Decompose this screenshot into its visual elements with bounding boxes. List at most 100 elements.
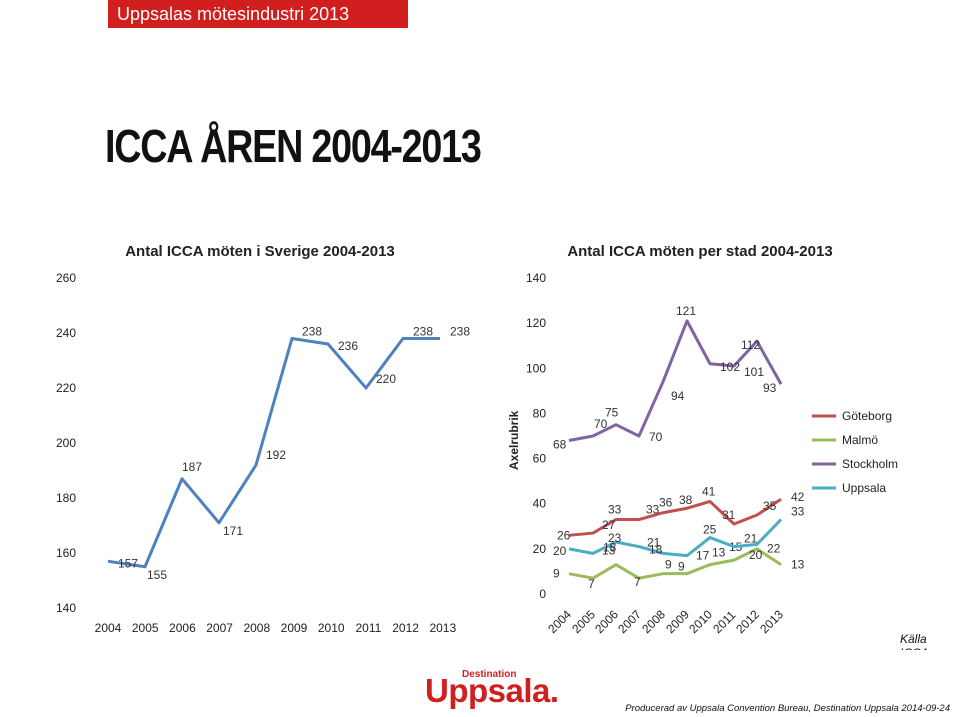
chart2-x-tick: 2006 <box>592 607 621 636</box>
chart2-data-label: 27 <box>602 518 616 532</box>
chart2-x-tick: 2010 <box>686 607 715 636</box>
chart1-data-label: 220 <box>376 372 396 386</box>
chart1-y-tick: 200 <box>56 436 76 450</box>
chart1-y-tick: 180 <box>56 491 76 505</box>
page-title: ICCA ÅREN 2004-2013 <box>105 120 482 172</box>
legend-entry: Malmö <box>842 433 878 447</box>
chart1-x-tick: 2009 <box>281 621 308 635</box>
chart2-series-line-uppsala <box>568 518 783 558</box>
chart2-data-label: 42 <box>791 490 805 504</box>
chart1-y-tick: 160 <box>56 546 76 560</box>
chart2-y-tick: 0 <box>539 587 546 601</box>
chart2-data-label: 35 <box>763 499 777 513</box>
chart2-data-label: 121 <box>676 304 696 318</box>
chart2-x-tick: 2013 <box>757 607 786 636</box>
banner <box>108 0 408 28</box>
chart2-data-label: 17 <box>696 549 710 563</box>
chart2-y-axis-label: Axelrubrik <box>507 410 521 470</box>
chart1-x-tick: 2013 <box>429 621 456 635</box>
footer <box>0 650 960 717</box>
chart2-x-tick: 2009 <box>663 607 692 636</box>
chart2-data-label: 7 <box>588 577 595 591</box>
chart2-y-tick: 140 <box>526 271 546 285</box>
chart1-y-tick: 240 <box>56 326 76 340</box>
chart2-y-tick: 80 <box>533 406 547 420</box>
chart2-series-line-göteborg <box>568 497 782 537</box>
chart2-y-tick: 60 <box>533 452 547 466</box>
chart2-data-label: 20 <box>749 548 763 562</box>
chart2-data-label: 13 <box>791 558 805 572</box>
chart1-x-tick: 2007 <box>206 621 233 635</box>
chart2-data-label: 7 <box>634 575 641 589</box>
chart2-data-label: 9 <box>678 560 685 574</box>
logo-uppsala: Uppsala. <box>425 672 559 709</box>
chart2-y-tick: 40 <box>533 497 547 511</box>
chart1-data-label: 236 <box>338 339 358 353</box>
top-bar: Uppsalas mötesindustri 2013 <box>0 0 960 28</box>
chart1-data-label: 238 <box>450 325 470 339</box>
chart2-data-label: 26 <box>557 528 571 542</box>
chart2-data-label: 18 <box>649 542 663 556</box>
chart2-series-line-malmö <box>568 547 782 580</box>
chart2-data-label: 33 <box>608 503 622 517</box>
chart1-data-label: 187 <box>182 460 202 474</box>
chart1-x-tick: 2011 <box>355 621 381 635</box>
chart2-data-label: 94 <box>671 389 685 403</box>
chart2-data-label: 21 <box>647 536 661 550</box>
chart2-data-label: 20 <box>553 544 567 558</box>
logo-destination: Destination <box>462 669 517 680</box>
chart2-data-label: 112 <box>741 338 760 352</box>
chart2-data-label: 13 <box>712 546 726 560</box>
chart2-x-tick: 2012 <box>733 607 762 636</box>
chart1-x-tick: 2006 <box>169 621 196 635</box>
chart2-title: Antal ICCA möten per stad 2004-2013 <box>567 243 832 260</box>
chart1-y-tick: 220 <box>56 381 76 395</box>
chart2-data-label: 41 <box>702 484 716 498</box>
chart2-y-tick: 20 <box>533 542 547 556</box>
chart2-series-line-stockholm <box>568 319 783 442</box>
chart2-data-label: 70 <box>594 417 608 431</box>
chart2-data-label: 9 <box>665 558 672 572</box>
chart2-data-label: 102 <box>720 360 740 374</box>
chart2-data-label: 70 <box>649 430 663 444</box>
chart1-data-label: 155 <box>147 568 167 582</box>
chart1-x-tick: 2005 <box>132 621 159 635</box>
credit-line: Producerad av Uppsala Convention Bureau,… <box>625 703 950 714</box>
chart2-data-label: 68 <box>553 438 567 452</box>
chart2-data-label: 21 <box>744 532 758 546</box>
chart1-y-tick: 140 <box>56 601 76 615</box>
banner-text: Uppsalas mötesindustri 2013 <box>117 4 350 24</box>
chart2-data-label: 33 <box>646 503 660 517</box>
chart2-data-label: 33 <box>791 505 805 519</box>
chart2-data-label: 38 <box>679 493 693 507</box>
chart2-data-label: 9 <box>553 567 560 581</box>
chart1-data-label: 238 <box>413 325 433 339</box>
chart2-data-label: 23 <box>608 531 622 545</box>
legend-entry: Göteborg <box>842 409 892 423</box>
chart2-data-label: 75 <box>605 406 619 420</box>
legend-entry: Uppsala <box>842 481 886 495</box>
chart1-data-label: 238 <box>302 325 322 339</box>
chart1-x-tick: 2012 <box>392 621 419 635</box>
chart2-data-label: 31 <box>722 508 736 522</box>
chart2-x-tick: 2011 <box>710 608 738 636</box>
chart2-data-label: 22 <box>767 541 781 555</box>
chart2-data-label: 101 <box>744 365 764 379</box>
chart2-x-tick: 2005 <box>569 607 598 636</box>
chart1-data-label: 171 <box>223 524 243 538</box>
chart2-data-label: 36 <box>659 496 673 510</box>
chart1-x-tick: 2008 <box>243 621 270 635</box>
chart2-x-tick: 2004 <box>545 607 574 636</box>
chart1-title: Antal ICCA möten i Sverige 2004-2013 <box>125 243 395 260</box>
chart1-data-label: 157 <box>118 556 138 570</box>
chart1-x-tick: 2010 <box>318 621 345 635</box>
chart2-x-tick: 2007 <box>615 607 644 636</box>
chart2-data-label: 25 <box>703 523 717 537</box>
chart2-y-tick: 120 <box>526 316 546 330</box>
chart1-data-label: 192 <box>266 448 286 462</box>
chart1-x-tick: 2004 <box>95 621 122 635</box>
chart2-data-label: 18 <box>603 540 617 554</box>
chart1-y-tick: 260 <box>56 271 76 285</box>
chart1-series-line <box>107 337 440 569</box>
